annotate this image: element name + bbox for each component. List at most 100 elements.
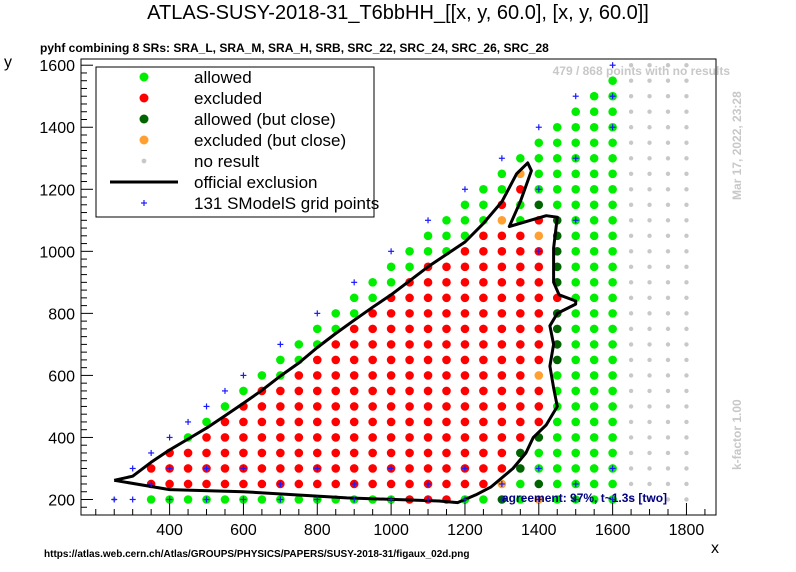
no-result-point [684, 218, 689, 223]
excluded-point [276, 417, 285, 427]
excluded-point [442, 479, 451, 489]
excluded-point [497, 464, 507, 473]
no-result-point [628, 280, 634, 285]
legend-entry: allowed [139, 68, 252, 87]
excluded-point [405, 479, 414, 489]
excluded-point [220, 417, 230, 427]
allowed-point [552, 200, 562, 210]
allowed-point [589, 479, 599, 489]
no-result-point [628, 94, 634, 99]
no-result-point [628, 326, 634, 332]
allowed-point [589, 386, 599, 396]
excluded-point [257, 479, 267, 489]
allowed-point [312, 324, 322, 334]
smodels-grid-point [461, 465, 468, 472]
x-tick-label: 400 [156, 522, 183, 539]
no-result-point [647, 125, 652, 130]
allowed-point [571, 247, 581, 256]
excluded-point [497, 433, 507, 442]
smodels-grid-point [609, 124, 616, 131]
smodels-grid-point [388, 248, 395, 255]
smodels-grid-point [351, 279, 358, 286]
allowed-point [589, 340, 599, 349]
no-result-points [112, 63, 689, 502]
allowed-point [552, 153, 562, 163]
allowed-point [460, 200, 470, 210]
no-result-point [647, 388, 652, 394]
excluded-point [460, 247, 470, 256]
smodels-grid-point [609, 62, 616, 69]
allowed-point [589, 448, 599, 458]
smodels-grid-point [535, 496, 542, 503]
no-result-point [665, 140, 671, 145]
no-result-point [628, 109, 634, 114]
no-result-point [665, 404, 671, 409]
allowed-point [571, 107, 581, 117]
no-result-point [665, 466, 671, 471]
no-result-point [628, 171, 634, 176]
excluded-point [276, 386, 285, 396]
allowed-point [405, 262, 414, 272]
legend-label: excluded (but close) [194, 131, 346, 150]
no-result-point [647, 373, 652, 378]
allowed-point [589, 200, 599, 210]
y-tick-label: 1000 [39, 244, 75, 261]
excluded-point [239, 448, 248, 458]
no-result-point [628, 78, 634, 83]
allowed-point [608, 169, 617, 179]
smodels-grid-point [535, 465, 542, 472]
smodels-grid-point [240, 465, 247, 472]
excluded-point [460, 355, 470, 365]
excluded-point [460, 371, 470, 380]
excluded-point [349, 386, 359, 396]
smodels-grid-point [203, 403, 210, 410]
no-result-point [684, 419, 689, 425]
excluded-point [479, 293, 488, 303]
x-tick-label: 800 [304, 522, 331, 539]
excluded-point [516, 231, 525, 241]
no-result-point [647, 466, 652, 471]
excluded-point [423, 402, 433, 411]
excluded-point [497, 355, 507, 365]
no-result-point [628, 249, 634, 254]
no-result-point [665, 481, 671, 487]
excluded-point [257, 448, 267, 458]
allowed-point [368, 293, 377, 303]
no-result-point [665, 419, 671, 425]
allowed-point [608, 153, 617, 163]
excluded-point [405, 402, 414, 411]
allowed-point [349, 293, 359, 303]
no-result-point [684, 481, 689, 487]
excluded-point [442, 417, 451, 427]
excluded-point [497, 278, 507, 287]
allowed-point [423, 231, 433, 241]
smodels-grid-point [461, 186, 468, 193]
allowed-point [552, 138, 562, 148]
no-result-point [665, 233, 671, 239]
smodels-grid-point [535, 248, 542, 255]
excluded-point [312, 433, 322, 442]
no-result-point [684, 233, 689, 239]
no-result-point [665, 63, 671, 68]
excluded-point [349, 340, 359, 349]
excluded-point [294, 464, 304, 473]
excluded-point [368, 340, 377, 349]
allowed-point [571, 262, 581, 272]
allowed-point [608, 402, 617, 411]
excluded-point [239, 479, 248, 489]
smodels-grid-point [425, 480, 432, 487]
excluded-point [423, 324, 433, 334]
excluded-point [497, 340, 507, 349]
allowed-point [257, 495, 267, 504]
no-result-point [665, 156, 671, 161]
excluded-point [479, 448, 488, 458]
excluded-point [442, 371, 451, 380]
excluded-point [534, 293, 544, 303]
excluded-point [294, 479, 304, 489]
smodels-grid-point [498, 496, 505, 503]
no-result-point [665, 218, 671, 223]
excluded-point [479, 371, 488, 380]
excluded-point [442, 464, 451, 473]
excluded-point [442, 324, 451, 334]
axes: 400 600 800 1000 1200 1400 1600 1800 200 400 600 80… [39, 58, 706, 539]
